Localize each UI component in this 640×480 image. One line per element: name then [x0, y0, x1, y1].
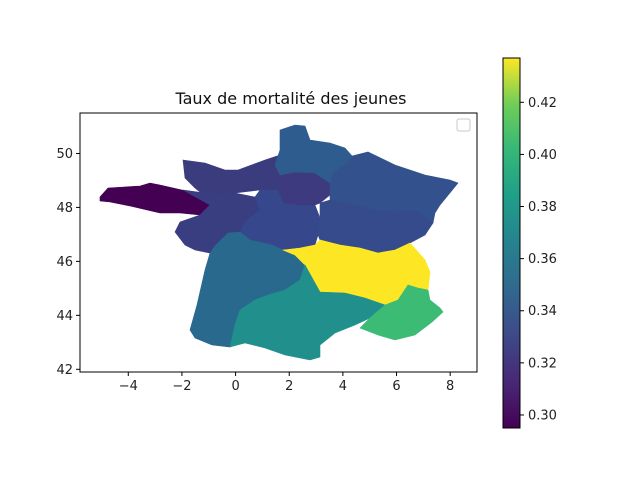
region-bretagne[interactable] [99, 182, 211, 216]
colorbar-tick-label: 0.38 [528, 200, 557, 215]
x-tick-label: 6 [392, 379, 400, 394]
colorbar [502, 57, 521, 429]
map-title: Taux de mortalité des jeunes [174, 89, 406, 108]
x-tick-label: 4 [339, 379, 347, 394]
y-axis: 42 44 46 48 50 [56, 147, 80, 378]
colorbar-ticks: 0.30 0.32 0.34 0.36 0.38 0.40 0.42 [520, 96, 557, 423]
y-tick-label: 50 [56, 147, 73, 162]
colorbar-tick-label: 0.42 [528, 96, 557, 111]
x-tick-label: 8 [446, 379, 454, 394]
x-tick-label: 2 [285, 379, 293, 394]
colorbar-tick-label: 0.34 [528, 304, 557, 319]
region-paca[interactable] [359, 284, 444, 341]
y-tick-label: 46 [56, 255, 73, 270]
colorbar-tick-label: 0.40 [528, 148, 557, 163]
map-axes-frame [79, 112, 478, 373]
y-tick-label: 48 [56, 201, 73, 216]
x-axis: −4 −2 0 2 4 6 8 [119, 372, 454, 394]
colorbar-tick-label: 0.36 [528, 252, 557, 267]
x-tick-label: −2 [172, 379, 191, 394]
colorbar-tick-label: 0.30 [528, 408, 557, 423]
region-normandie[interactable] [182, 154, 283, 196]
y-tick-label: 42 [56, 363, 73, 378]
x-tick-label: 0 [231, 379, 239, 394]
y-tick-label: 44 [56, 309, 73, 324]
regions-layer [99, 124, 459, 361]
region-occitanie[interactable] [229, 264, 386, 361]
colorbar-tick-label: 0.32 [528, 356, 557, 371]
x-tick-label: −4 [119, 379, 138, 394]
legend-box [456, 118, 471, 132]
